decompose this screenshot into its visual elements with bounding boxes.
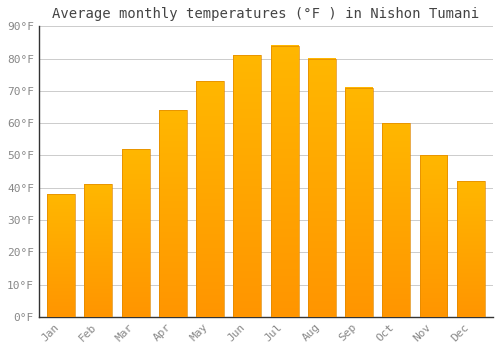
Bar — [345, 88, 373, 317]
Bar — [270, 46, 298, 317]
Bar — [382, 123, 410, 317]
Bar — [84, 184, 112, 317]
Bar — [420, 155, 448, 317]
Bar — [308, 58, 336, 317]
Bar — [47, 194, 75, 317]
Bar — [457, 181, 484, 317]
Title: Average monthly temperatures (°F ) in Nishon Tumani: Average monthly temperatures (°F ) in Ni… — [52, 7, 480, 21]
Bar — [196, 81, 224, 317]
Bar — [234, 55, 262, 317]
Bar — [159, 110, 187, 317]
Bar — [122, 149, 150, 317]
